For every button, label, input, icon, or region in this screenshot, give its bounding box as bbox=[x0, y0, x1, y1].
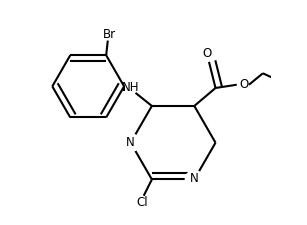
Circle shape bbox=[122, 134, 140, 152]
Text: O: O bbox=[203, 47, 212, 60]
Text: N: N bbox=[190, 172, 199, 185]
Text: Cl: Cl bbox=[136, 196, 148, 209]
Text: O: O bbox=[239, 78, 249, 91]
Text: Br: Br bbox=[103, 27, 116, 40]
Text: NH: NH bbox=[122, 81, 139, 94]
Text: N: N bbox=[126, 136, 135, 149]
Circle shape bbox=[185, 171, 203, 188]
